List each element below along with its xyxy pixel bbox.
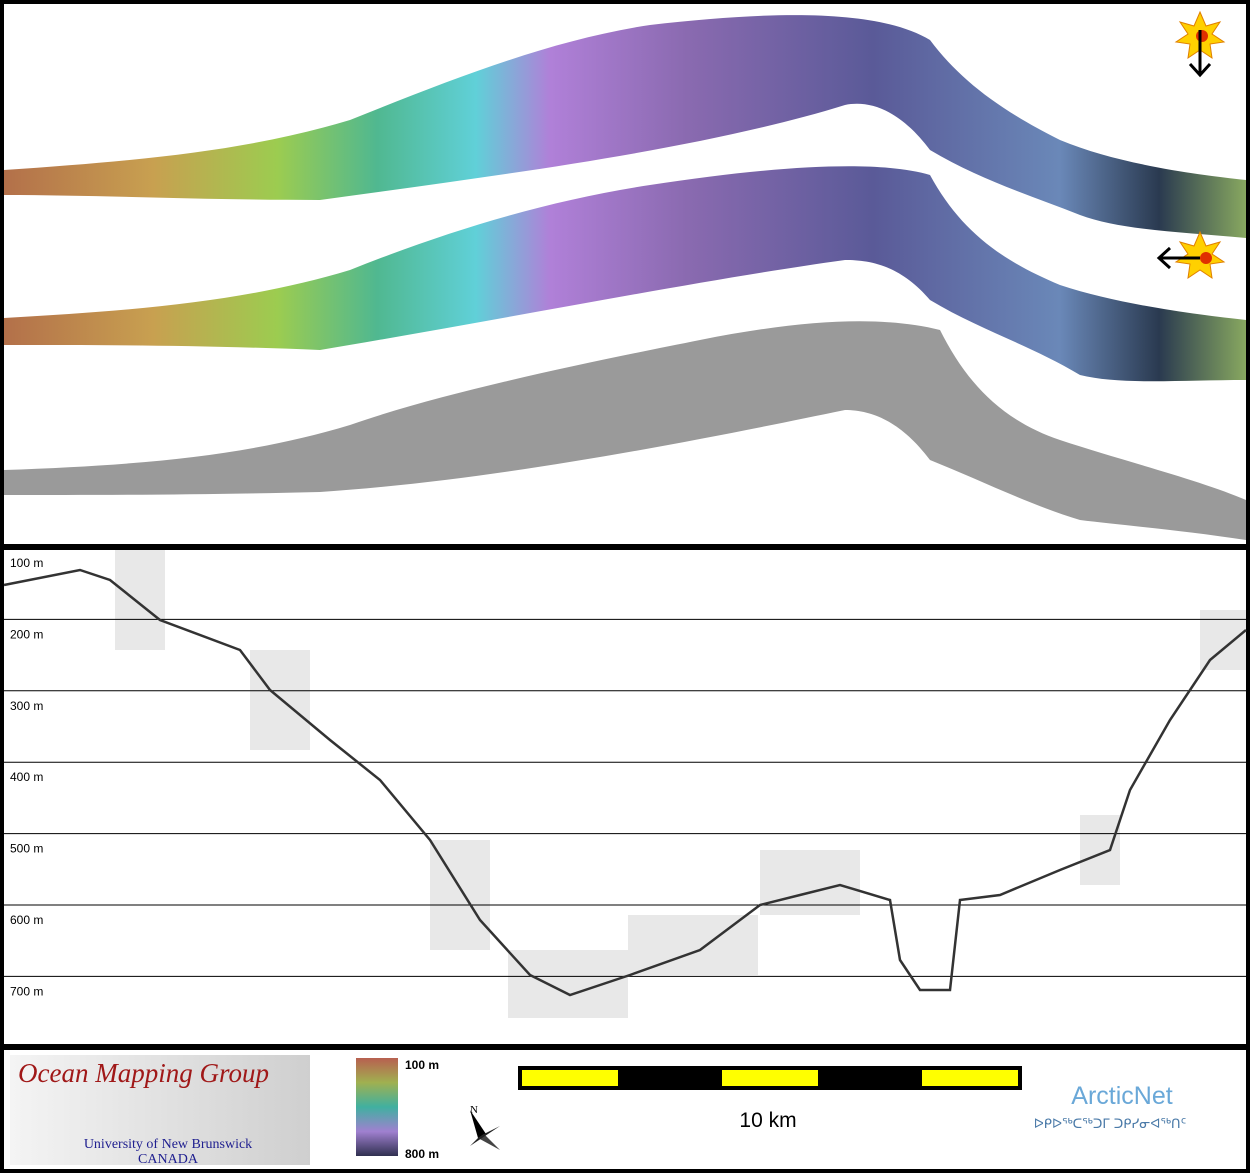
seafloor-profile — [3, 568, 1247, 997]
profile-background — [115, 550, 1246, 1018]
scale-segment — [722, 1070, 818, 1086]
scale-segment — [922, 1070, 1018, 1086]
sun-icon-north — [1174, 10, 1226, 78]
backscatter-swath — [4, 321, 1246, 540]
depth-label: 600 m — [10, 913, 43, 927]
logo-title: Ocean Mapping Group — [18, 1058, 269, 1088]
north-label: N — [470, 1104, 478, 1116]
swath-sun-north — [4, 15, 1246, 238]
partner-name: ArcticNet — [1071, 1082, 1172, 1110]
depth-label: 200 m — [10, 627, 43, 641]
swath-sun-east — [4, 166, 1246, 382]
scale-label: 10 km — [739, 1109, 796, 1132]
colorbar-bottom-label: 800 m — [405, 1147, 439, 1161]
sun-icon-east — [1156, 230, 1226, 280]
depth-label: 500 m — [10, 842, 43, 856]
partner-syllabics: ᐅᑭᐅᖅᑕᖅᑐᒥ ᑐᑭᓯᓂᐊᖅᑎᑦ — [1034, 1117, 1186, 1132]
logo-country: CANADA — [138, 1152, 199, 1167]
colorbar-top-label: 100 m — [405, 1058, 439, 1072]
depth-label: 700 m — [10, 984, 43, 998]
scale-segment — [522, 1070, 618, 1086]
logo-box — [10, 1055, 310, 1165]
logo-university: University of New Brunswick — [84, 1137, 252, 1152]
north-arrow — [470, 1110, 500, 1150]
depth-grid: 100 m 200 m 300 m 400 m 500 m 600 m 700 m — [4, 556, 1246, 998]
depth-label: 100 m — [10, 556, 43, 570]
depth-label: 300 m — [10, 699, 43, 713]
depth-label: 400 m — [10, 770, 43, 784]
colorbar — [356, 1058, 398, 1156]
